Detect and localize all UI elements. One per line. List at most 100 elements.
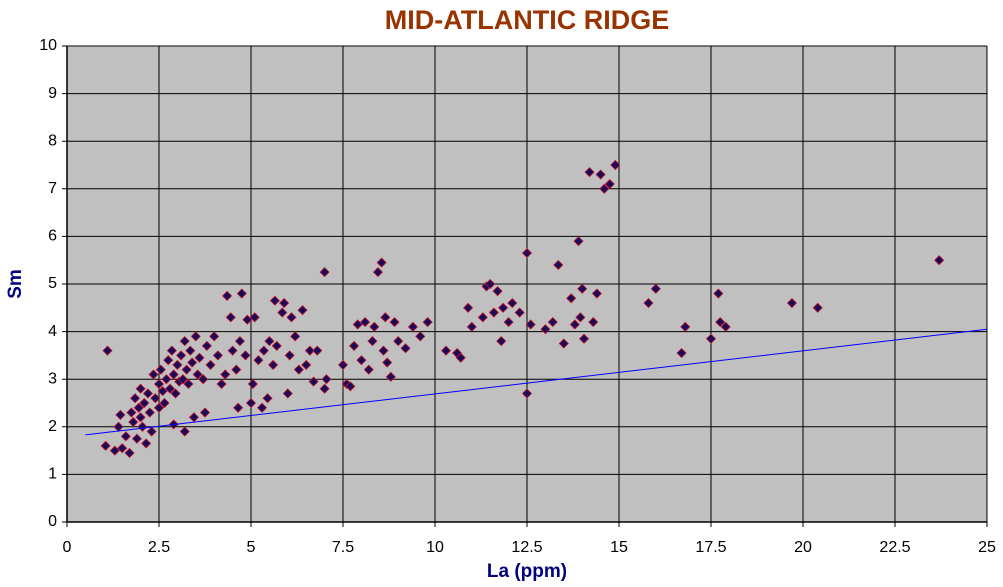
scatter-point <box>514 307 525 318</box>
scatter-point <box>192 369 203 380</box>
scatter-point <box>720 321 731 332</box>
scatter-point <box>264 336 275 347</box>
scatter-point <box>440 345 452 356</box>
scatter-point <box>225 312 236 323</box>
scatter-point <box>477 312 488 323</box>
scatter-point <box>578 333 590 344</box>
scatter-point <box>179 336 190 347</box>
scatter-point <box>599 183 610 194</box>
scatter-point <box>643 297 654 309</box>
scatter-point <box>249 312 260 323</box>
chart-title: MID-ATLANTIC RIDGE <box>385 5 669 35</box>
scatter-point <box>240 350 251 361</box>
scatter-point <box>242 314 253 325</box>
scatter-point <box>126 407 137 418</box>
scatter-point <box>360 317 371 328</box>
scatter-point <box>135 412 146 423</box>
scatter-point <box>492 286 503 297</box>
scatter-point <box>547 317 558 328</box>
scatter-point <box>521 247 533 259</box>
scatter-point <box>705 333 717 344</box>
scatter-point <box>393 336 404 347</box>
scatter-point <box>168 369 179 380</box>
scatter-point <box>337 359 349 370</box>
x-tick-label: 7.5 <box>332 539 354 556</box>
y-tick-label: 6 <box>48 228 57 245</box>
x-tick-label: 15 <box>610 539 628 556</box>
scatter-point <box>293 364 304 375</box>
scatter-point <box>245 397 257 409</box>
scatter-point <box>352 319 363 330</box>
scatter-point <box>507 297 518 309</box>
y-tick-label: 9 <box>48 85 57 102</box>
scatter-point <box>236 288 247 299</box>
scatter-point <box>308 376 319 387</box>
scatter-point <box>407 321 418 332</box>
scatter-point <box>503 317 514 328</box>
scatter-point <box>463 302 474 313</box>
scatter-point <box>400 343 411 354</box>
scatter-point <box>190 331 201 342</box>
scatter-point <box>130 393 141 404</box>
scatter-point <box>201 340 212 351</box>
scatter-point <box>148 369 159 380</box>
scatter-point <box>558 338 569 349</box>
scatter-point <box>676 347 687 359</box>
scatter-point <box>319 267 330 278</box>
scatter-point <box>144 407 155 418</box>
scatter-point <box>137 421 148 432</box>
scatter-point <box>713 288 724 299</box>
scatter-point <box>382 357 393 368</box>
scatter-point <box>321 374 332 385</box>
scatter-point <box>934 255 945 266</box>
scatter-point <box>812 302 823 313</box>
scatter-point <box>319 383 330 394</box>
y-tick-label: 8 <box>48 132 57 149</box>
scatter-point <box>269 295 280 306</box>
x-tick-label: 20 <box>794 539 812 556</box>
scatter-point <box>205 359 216 370</box>
scatter-point <box>378 345 389 356</box>
scatter-point <box>166 345 177 356</box>
scatter-point <box>157 386 168 397</box>
scatter-point <box>389 317 400 328</box>
y-tick-label: 10 <box>39 37 57 54</box>
scatter-point <box>146 426 157 437</box>
scatter-point <box>177 374 188 385</box>
scatter-point <box>142 388 154 399</box>
scatter-point <box>194 352 205 363</box>
scatter-point <box>380 312 391 323</box>
scatter-point <box>150 393 161 404</box>
scatter-point <box>496 336 507 347</box>
scatter-point <box>290 331 301 342</box>
scatter-point <box>128 416 139 428</box>
scatter-point <box>247 378 258 390</box>
scatter-point <box>525 319 536 330</box>
scatter-point <box>573 236 584 247</box>
scatter-point <box>348 340 360 351</box>
y-tick-label: 5 <box>48 275 57 292</box>
scatter-point <box>100 440 111 451</box>
scatter-point <box>577 283 588 294</box>
y-tick-label: 4 <box>48 323 57 340</box>
scatter-point <box>680 321 691 332</box>
scatter-point <box>109 445 120 456</box>
scatter-point <box>279 297 290 309</box>
scatter-point <box>385 371 396 382</box>
scatter-point <box>595 169 606 180</box>
scatter-point <box>415 331 426 342</box>
scatter-point <box>304 345 315 356</box>
scatter-point <box>268 359 279 370</box>
scatter-point <box>521 388 533 399</box>
scatter-point <box>575 312 586 323</box>
x-tick-label: 12.5 <box>511 539 542 556</box>
scatter-point <box>498 302 509 313</box>
scatter-point <box>164 383 176 394</box>
scatter-point <box>117 443 128 454</box>
scatter-point <box>120 431 131 442</box>
x-axis-title: La (ppm) <box>487 561 567 582</box>
scatter-point <box>376 257 387 268</box>
scatter-point <box>455 352 466 363</box>
scatter-point <box>540 324 551 335</box>
y-tick-label: 7 <box>48 180 57 197</box>
